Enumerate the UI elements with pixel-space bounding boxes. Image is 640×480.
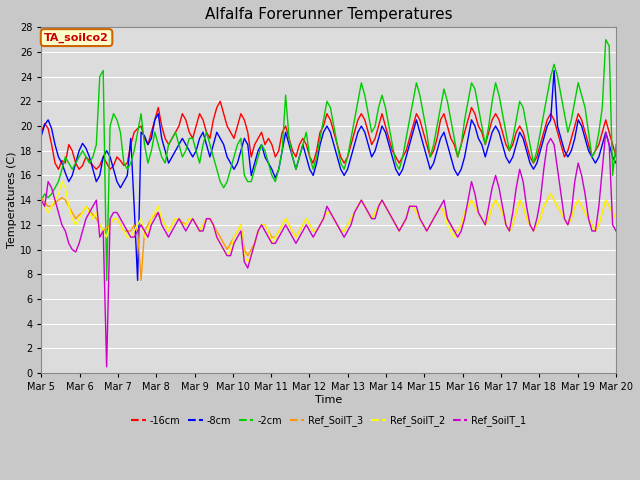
Text: TA_soilco2: TA_soilco2	[44, 33, 109, 43]
Title: Alfalfa Forerunner Temperatures: Alfalfa Forerunner Temperatures	[205, 7, 452, 22]
X-axis label: Time: Time	[315, 395, 342, 405]
Legend: -16cm, -8cm, -2cm, Ref_SoilT_3, Ref_SoilT_2, Ref_SoilT_1: -16cm, -8cm, -2cm, Ref_SoilT_3, Ref_Soil…	[127, 412, 530, 431]
Y-axis label: Temperatures (C): Temperatures (C)	[7, 152, 17, 248]
